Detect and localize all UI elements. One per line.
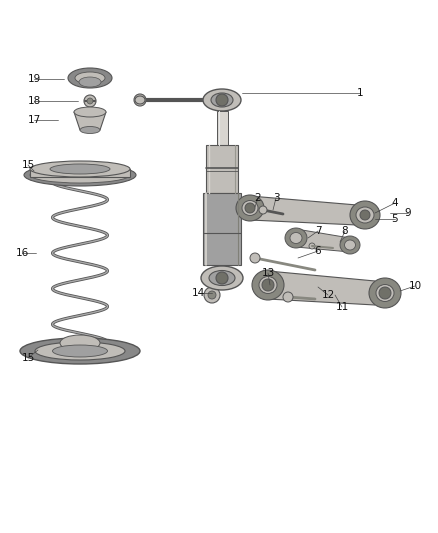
Text: 15: 15 bbox=[21, 353, 35, 363]
Text: 13: 13 bbox=[261, 268, 275, 278]
Text: 15: 15 bbox=[21, 160, 35, 170]
Circle shape bbox=[360, 210, 370, 220]
Ellipse shape bbox=[75, 72, 105, 84]
Text: 19: 19 bbox=[27, 74, 41, 84]
Circle shape bbox=[216, 272, 228, 284]
Ellipse shape bbox=[350, 201, 380, 229]
Ellipse shape bbox=[60, 335, 100, 351]
Ellipse shape bbox=[68, 68, 112, 88]
Ellipse shape bbox=[356, 207, 374, 223]
Circle shape bbox=[262, 279, 274, 291]
Ellipse shape bbox=[24, 164, 136, 186]
Circle shape bbox=[250, 253, 260, 263]
Ellipse shape bbox=[35, 342, 125, 360]
Text: 4: 4 bbox=[392, 198, 398, 208]
Circle shape bbox=[245, 203, 255, 213]
Ellipse shape bbox=[74, 107, 106, 117]
Circle shape bbox=[208, 291, 216, 299]
Ellipse shape bbox=[259, 277, 277, 294]
Polygon shape bbox=[250, 196, 357, 225]
Ellipse shape bbox=[369, 278, 401, 308]
Ellipse shape bbox=[30, 167, 130, 183]
Ellipse shape bbox=[345, 240, 356, 250]
Circle shape bbox=[87, 98, 93, 104]
Text: 5: 5 bbox=[392, 214, 398, 224]
Ellipse shape bbox=[340, 236, 360, 254]
Ellipse shape bbox=[376, 285, 394, 302]
Text: 11: 11 bbox=[336, 302, 349, 312]
Ellipse shape bbox=[80, 126, 100, 133]
Text: 12: 12 bbox=[321, 290, 335, 300]
Text: 17: 17 bbox=[27, 115, 41, 125]
Polygon shape bbox=[296, 229, 350, 252]
Circle shape bbox=[309, 243, 315, 249]
Polygon shape bbox=[74, 112, 106, 130]
Ellipse shape bbox=[30, 161, 130, 177]
Ellipse shape bbox=[53, 345, 107, 357]
Ellipse shape bbox=[236, 195, 264, 221]
Text: 6: 6 bbox=[314, 246, 321, 256]
FancyBboxPatch shape bbox=[216, 111, 227, 145]
Ellipse shape bbox=[211, 93, 233, 107]
Circle shape bbox=[84, 95, 96, 107]
Text: 2: 2 bbox=[254, 193, 261, 203]
Ellipse shape bbox=[50, 164, 110, 174]
Text: 9: 9 bbox=[405, 208, 411, 218]
Text: 1: 1 bbox=[357, 88, 363, 98]
Ellipse shape bbox=[203, 89, 241, 111]
Text: 8: 8 bbox=[342, 226, 348, 236]
Circle shape bbox=[283, 292, 293, 302]
Circle shape bbox=[259, 206, 267, 214]
Circle shape bbox=[134, 94, 146, 106]
Text: 18: 18 bbox=[27, 96, 41, 106]
FancyBboxPatch shape bbox=[203, 193, 241, 265]
Text: 14: 14 bbox=[191, 288, 205, 298]
Circle shape bbox=[379, 287, 391, 299]
Ellipse shape bbox=[20, 338, 140, 364]
Circle shape bbox=[204, 287, 220, 303]
Text: 3: 3 bbox=[273, 193, 279, 203]
Ellipse shape bbox=[242, 200, 258, 215]
Ellipse shape bbox=[285, 228, 307, 248]
Ellipse shape bbox=[209, 271, 235, 286]
Polygon shape bbox=[268, 271, 375, 305]
FancyBboxPatch shape bbox=[206, 145, 238, 193]
Polygon shape bbox=[30, 169, 130, 177]
Ellipse shape bbox=[252, 270, 284, 300]
Text: 7: 7 bbox=[314, 226, 321, 236]
Ellipse shape bbox=[201, 266, 243, 290]
Ellipse shape bbox=[290, 232, 302, 244]
Ellipse shape bbox=[135, 96, 145, 104]
Text: 16: 16 bbox=[15, 248, 28, 258]
Text: 10: 10 bbox=[409, 281, 421, 291]
Ellipse shape bbox=[79, 77, 101, 87]
Circle shape bbox=[216, 94, 228, 106]
